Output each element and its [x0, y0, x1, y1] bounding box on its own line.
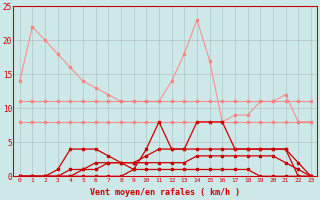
X-axis label: Vent moyen/en rafales ( km/h ): Vent moyen/en rafales ( km/h ) [90, 188, 240, 197]
